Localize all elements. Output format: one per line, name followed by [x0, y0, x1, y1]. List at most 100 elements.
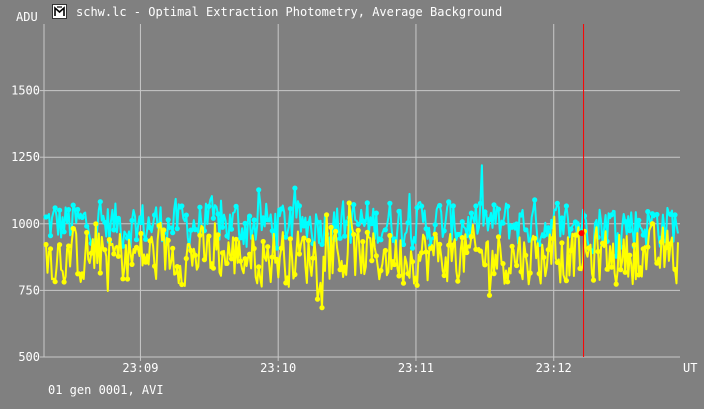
series-point-1 [532, 197, 538, 203]
series-point-2 [260, 238, 266, 245]
series-point-1 [563, 203, 570, 209]
series-point-2 [441, 272, 447, 279]
series-point-1 [509, 224, 515, 230]
series-point-1 [228, 226, 235, 232]
window-title: schw.lc - Optimal Extraction Photometry,… [76, 5, 503, 19]
series-point-1 [559, 215, 565, 221]
series-point-2 [147, 238, 153, 244]
series-point-2 [446, 242, 452, 248]
series-point-1 [400, 241, 407, 248]
series-point-2 [423, 249, 429, 255]
series-point-2 [179, 281, 185, 288]
series-point-2 [527, 270, 533, 276]
series-point-2 [658, 239, 665, 245]
series-point-1 [170, 230, 176, 236]
plot-axis: 500 750 1000 1250 1500 23:09 23:10 23:11 23:12 UT [11, 24, 697, 375]
series-point-1 [147, 225, 153, 231]
series-point-1 [102, 219, 108, 225]
series-point-1 [206, 203, 212, 209]
series-point-2 [450, 242, 456, 248]
series-point-1 [61, 229, 67, 235]
series-point-1 [337, 235, 343, 241]
series-point-1 [233, 203, 239, 209]
series-point-2 [233, 236, 239, 242]
series-point-1 [364, 200, 370, 206]
photometry-app-icon[interactable] [52, 4, 67, 19]
series-point-1 [581, 213, 588, 219]
series-point-1 [66, 207, 72, 213]
series-point-2 [532, 235, 538, 241]
series-point-1 [672, 212, 678, 218]
y-tick-label: 500 [18, 350, 40, 364]
plot-grid [43, 24, 680, 358]
series-point-2 [545, 247, 551, 253]
series-point-1 [423, 226, 429, 232]
series-point-1 [115, 215, 121, 221]
series-point-1 [305, 220, 312, 226]
series-point-2 [369, 258, 375, 264]
series-point-2 [70, 225, 76, 232]
series-point-1 [251, 217, 257, 223]
series-point-2 [500, 261, 506, 267]
series-point-1 [627, 228, 633, 234]
series-point-2 [192, 252, 198, 258]
series-point-2 [102, 247, 108, 253]
series-point-2 [197, 232, 203, 238]
series-point-2 [672, 266, 678, 273]
series-point-2 [206, 233, 212, 239]
series-point-2 [115, 253, 121, 259]
series-point-1 [437, 202, 443, 209]
series-point-1 [97, 199, 103, 205]
y-tick-label: 1500 [11, 84, 40, 98]
series-point-1 [568, 226, 574, 232]
series-point-1 [572, 219, 579, 225]
series-point-2 [287, 236, 293, 242]
series-point-2 [640, 246, 646, 252]
series-point-2 [604, 266, 610, 272]
series-point-2 [183, 255, 189, 262]
series-point-1 [247, 213, 253, 219]
series-point-1 [174, 226, 180, 232]
series-point-2 [256, 264, 262, 270]
series-point-1 [197, 204, 203, 210]
y-tick-label: 1250 [11, 150, 40, 164]
series-point-2 [342, 264, 348, 270]
series-point-2 [568, 247, 574, 254]
series-point-2 [486, 292, 493, 298]
series-point-2 [414, 282, 420, 288]
series-point-1 [296, 203, 302, 209]
series-point-1 [278, 206, 284, 212]
window-titlebar: schw.lc - Optimal Extraction Photometry,… [0, 0, 704, 24]
series-point-2 [577, 265, 583, 272]
series-point-2 [495, 234, 502, 240]
series-point-2 [360, 239, 366, 245]
series-point-2 [79, 271, 85, 277]
series-point-2 [238, 258, 244, 264]
series-point-1 [409, 245, 416, 251]
series-point-1 [405, 220, 411, 226]
series-point-1 [138, 219, 144, 226]
series-point-2 [242, 256, 248, 262]
series-point-1 [396, 208, 402, 214]
series-point-1 [133, 237, 140, 243]
series-point-1 [129, 217, 135, 224]
series-line-1 [45, 164, 679, 258]
series-point-2 [667, 241, 674, 247]
series-point-1 [505, 203, 511, 209]
series-point-2 [188, 247, 194, 254]
series-point-1 [79, 214, 85, 220]
series-point-2 [143, 259, 149, 265]
series-point-2 [106, 237, 112, 243]
series-point-1 [667, 211, 674, 217]
series-point-2 [419, 250, 425, 256]
series-point-2 [428, 245, 434, 251]
series-point-1 [301, 223, 307, 229]
y-tick-label: 750 [18, 283, 40, 297]
series-point-1 [52, 205, 58, 211]
series-point-1 [165, 217, 171, 223]
series-point-1 [459, 219, 465, 225]
series-point-1 [495, 206, 502, 212]
series-point-1 [609, 212, 615, 218]
series-point-2 [283, 280, 289, 286]
